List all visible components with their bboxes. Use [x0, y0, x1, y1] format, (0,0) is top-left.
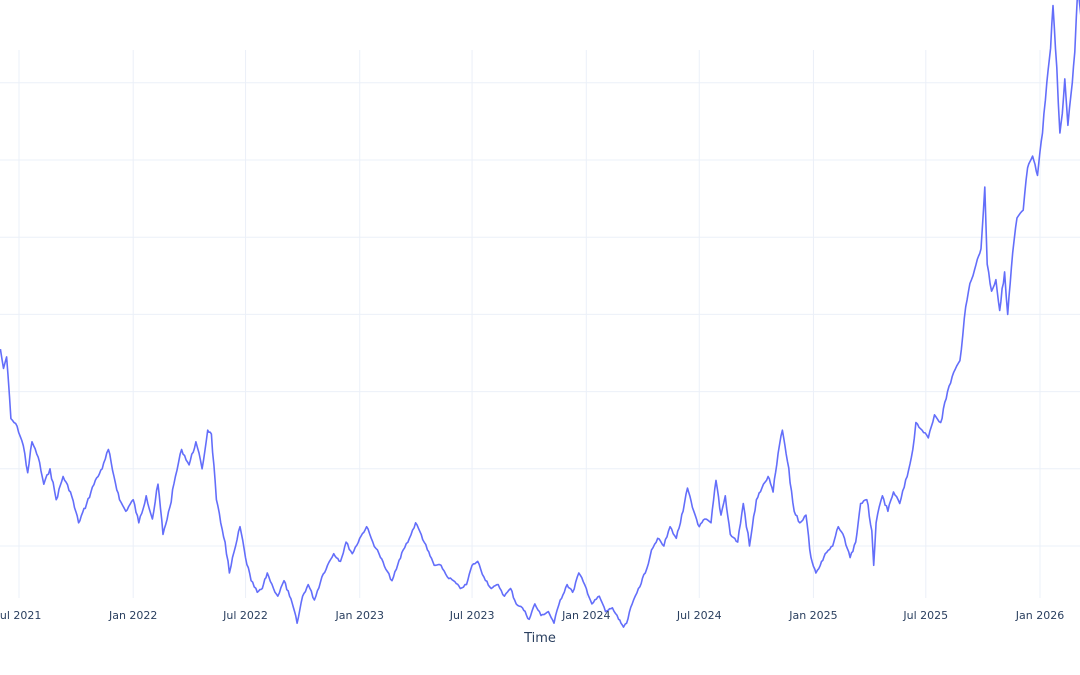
x-tick-label: Jul 2021: [0, 609, 41, 622]
x-tick-label: Jan 2022: [108, 609, 157, 622]
x-tick-labels: Jul 2021 Jan 2022 Jul 2022 Jan 2023 Jul 2023…: [0, 609, 1064, 622]
x-tick-label: Jan 2025: [788, 609, 837, 622]
x-tick-label: Jul 2023: [449, 609, 495, 622]
series-layer: [0, 0, 1080, 628]
x-tick-label: Jan 2023: [335, 609, 384, 622]
series-line: [0, 0, 1080, 628]
x-tick-label: Jul 2024: [676, 609, 722, 622]
x-gridlines: [18, 50, 1041, 598]
x-tick-label: Jan 2024: [561, 609, 610, 622]
x-tick-label: Jan 2026: [1015, 609, 1064, 622]
x-axis-title: Time: [523, 631, 556, 646]
x-tick-label: Jul 2025: [902, 609, 948, 622]
y-gridlines: [0, 82, 1080, 547]
x-tick-label: Jul 2022: [222, 609, 268, 622]
